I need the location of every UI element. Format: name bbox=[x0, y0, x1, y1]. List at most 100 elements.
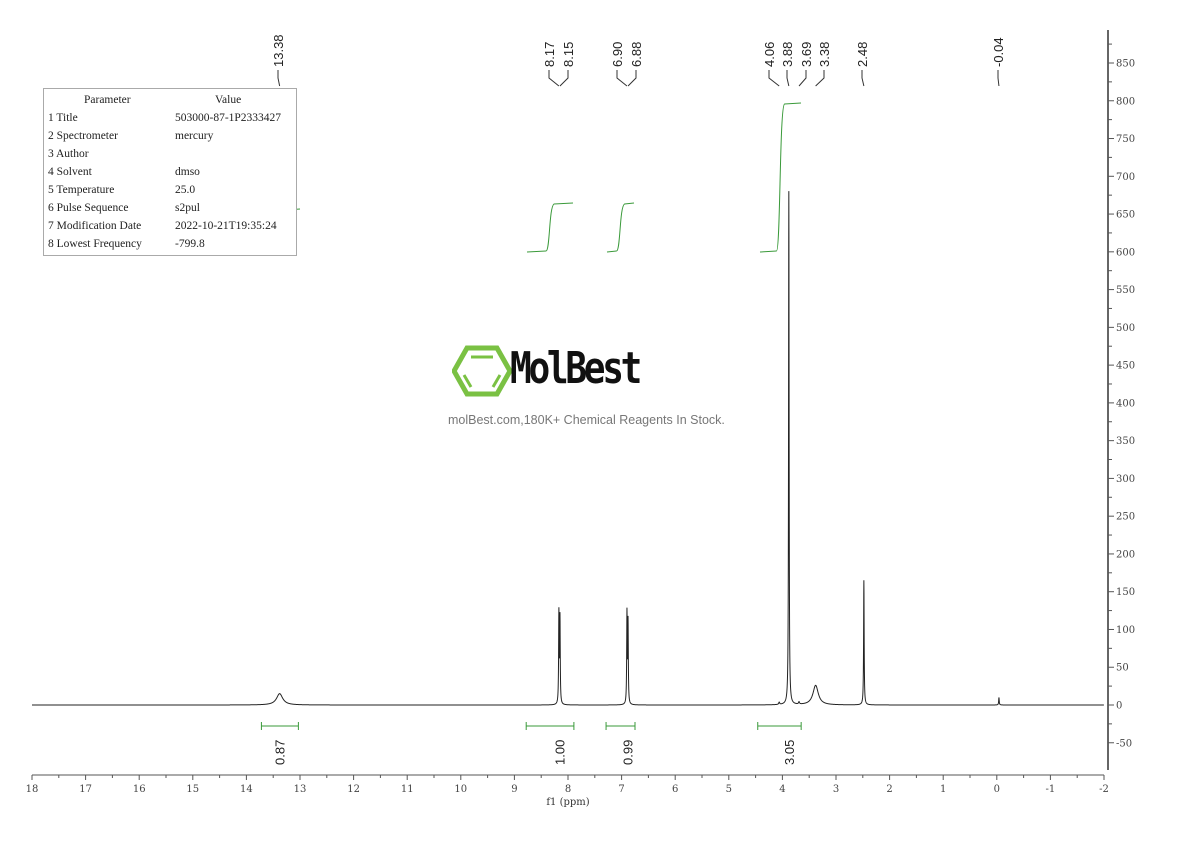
x-tick-label: 1 bbox=[940, 784, 946, 795]
table-header-value: Value bbox=[215, 94, 242, 106]
y-tick-label: 300 bbox=[1116, 474, 1135, 485]
peak-label: 3.38 bbox=[817, 42, 832, 67]
table-row: 4 Solvent dmso bbox=[48, 163, 200, 181]
peak-label-leader bbox=[548, 70, 560, 87]
y-tick-label: -50 bbox=[1116, 738, 1132, 749]
parameter-name: 2 Spectrometer bbox=[48, 130, 118, 142]
integral-value: 0.99 bbox=[620, 740, 635, 765]
y-tick-label: 700 bbox=[1116, 172, 1135, 183]
y-tick-label: 100 bbox=[1116, 625, 1135, 636]
parameter-value: -799.8 bbox=[175, 238, 205, 250]
y-tick-label: 0 bbox=[1116, 701, 1122, 712]
peak-label-leader bbox=[861, 70, 865, 87]
peak-label: 6.90 bbox=[610, 42, 625, 67]
peak-label: 4.06 bbox=[762, 42, 777, 67]
peak-label-leader bbox=[616, 70, 628, 87]
x-tick-label: 3 bbox=[833, 784, 839, 795]
parameter-value: dmso bbox=[175, 166, 200, 178]
x-tick-label: 11 bbox=[401, 784, 414, 795]
parameter-name: 4 Solvent bbox=[48, 166, 92, 178]
parameter-value: mercury bbox=[175, 130, 214, 142]
peak-label-leader bbox=[815, 70, 825, 87]
peak-label-leader bbox=[559, 70, 569, 87]
table-row: 3 Author bbox=[48, 145, 89, 163]
table-row: 8 Lowest Frequency -799.8 bbox=[48, 235, 205, 253]
x-tick-label: -2 bbox=[1099, 784, 1109, 795]
peak-label: 3.88 bbox=[780, 42, 795, 67]
peak-label: 8.15 bbox=[561, 42, 576, 67]
x-tick-label: 5 bbox=[726, 784, 732, 795]
integral-value: 1.00 bbox=[552, 740, 567, 765]
parameter-value: 25.0 bbox=[175, 184, 196, 196]
peak-label-leader bbox=[786, 70, 790, 87]
peak-label: 3.69 bbox=[799, 42, 814, 67]
y-tick-label: 750 bbox=[1116, 134, 1135, 145]
peak-label: 6.88 bbox=[629, 42, 644, 67]
x-tick-label: 18 bbox=[26, 784, 39, 795]
spectrum-line bbox=[32, 191, 1104, 706]
peak-label-leader bbox=[627, 70, 637, 87]
y-tick-label: 400 bbox=[1116, 398, 1135, 409]
table-row: 6 Pulse Sequence s2pul bbox=[48, 199, 200, 217]
x-tick-label: 0 bbox=[994, 784, 1000, 795]
parameter-name: 5 Temperature bbox=[48, 184, 115, 196]
table-row: 7 Modification Date 2022-10-21T19:35:24 bbox=[48, 217, 277, 235]
peak-label-leader bbox=[277, 70, 281, 87]
x-axis-label: f1 (ppm) bbox=[546, 797, 589, 808]
x-tick-label: 17 bbox=[79, 784, 92, 795]
peak-label-leader bbox=[768, 70, 780, 87]
parameter-table: Parameter Value 1 Title 503000-87-1P23334… bbox=[43, 88, 297, 256]
peak-label: 2.48 bbox=[855, 42, 870, 67]
parameter-name: 8 Lowest Frequency bbox=[48, 238, 142, 250]
y-tick-label: 450 bbox=[1116, 361, 1135, 372]
x-tick-label: 9 bbox=[511, 784, 517, 795]
x-tick-label: 7 bbox=[618, 784, 624, 795]
parameter-name: 6 Pulse Sequence bbox=[48, 202, 129, 214]
table-header-parameter: Parameter bbox=[84, 94, 131, 106]
x-tick-label: 16 bbox=[133, 784, 146, 795]
x-tick-label: 10 bbox=[454, 784, 467, 795]
y-tick-label: 250 bbox=[1116, 512, 1135, 523]
y-tick-label: 50 bbox=[1116, 663, 1129, 674]
parameter-name: 3 Author bbox=[48, 148, 89, 160]
table-row: 2 Spectrometer mercury bbox=[48, 127, 213, 145]
x-tick-label: 8 bbox=[565, 784, 571, 795]
integral-value: 0.87 bbox=[273, 740, 288, 765]
logo-wordmark: MolBest bbox=[510, 343, 642, 394]
x-tick-label: 13 bbox=[294, 784, 307, 795]
y-tick-label: 600 bbox=[1116, 247, 1135, 258]
x-tick-label: -1 bbox=[1046, 784, 1056, 795]
peak-label-leader bbox=[997, 70, 1000, 87]
x-tick-label: 2 bbox=[886, 784, 892, 795]
integral-curve bbox=[759, 102, 802, 253]
y-tick-label: 350 bbox=[1116, 436, 1135, 447]
parameter-name: 7 Modification Date bbox=[48, 220, 142, 232]
y-tick-label: 850 bbox=[1116, 58, 1135, 69]
watermark-tagline: molBest.com,180K+ Chemical Reagents In S… bbox=[448, 413, 725, 427]
peak-label: 8.17 bbox=[542, 42, 557, 67]
integral-value: 3.05 bbox=[782, 740, 797, 765]
parameter-name: 1 Title bbox=[48, 112, 78, 124]
y-tick-label: 550 bbox=[1116, 285, 1135, 296]
y-tick-label: 200 bbox=[1116, 549, 1135, 560]
parameter-value: 503000-87-1P2333427 bbox=[175, 112, 282, 124]
peak-label-leader bbox=[798, 70, 807, 87]
hexagon-logo-icon bbox=[452, 345, 512, 397]
y-tick-label: 650 bbox=[1116, 210, 1135, 221]
table-row: 5 Temperature 25.0 bbox=[48, 181, 195, 199]
table-row: 1 Title 503000-87-1P2333427 bbox=[48, 109, 281, 127]
x-tick-label: 12 bbox=[347, 784, 360, 795]
integral-curve bbox=[606, 202, 635, 253]
peak-label: 13.38 bbox=[271, 34, 286, 67]
y-tick-label: 500 bbox=[1116, 323, 1135, 334]
parameter-value: 2022-10-21T19:35:24 bbox=[175, 220, 277, 232]
parameter-value: s2pul bbox=[175, 202, 200, 214]
x-tick-label: 14 bbox=[240, 784, 253, 795]
x-tick-label: 6 bbox=[672, 784, 678, 795]
y-tick-label: 150 bbox=[1116, 587, 1135, 598]
x-tick-label: 4 bbox=[779, 784, 785, 795]
integral-curve bbox=[526, 202, 574, 253]
x-tick-label: 15 bbox=[186, 784, 199, 795]
y-tick-label: 800 bbox=[1116, 96, 1135, 107]
